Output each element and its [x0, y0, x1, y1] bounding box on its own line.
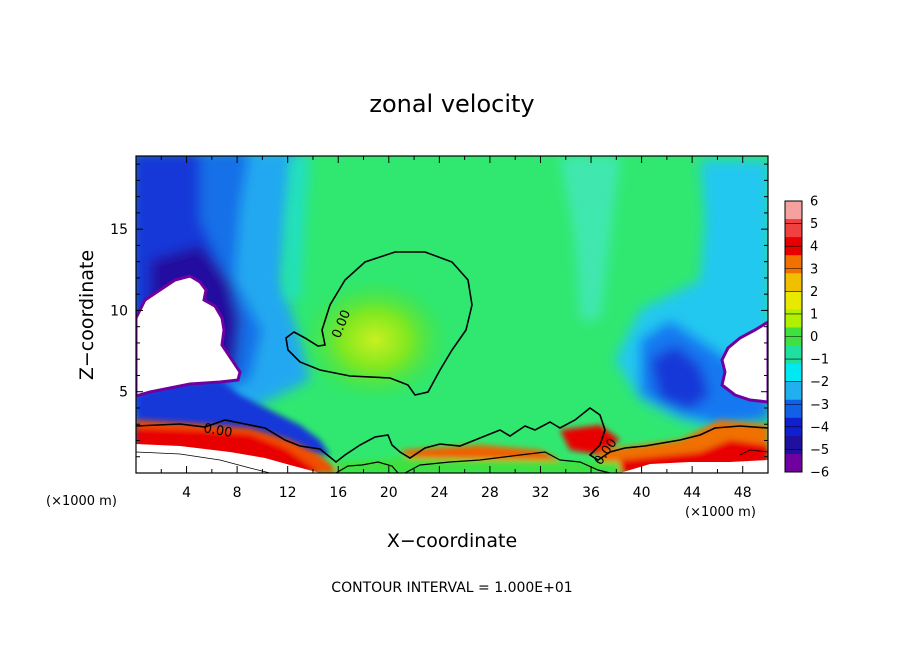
masked-region-right	[720, 320, 768, 404]
y-axis: 5 10 15	[110, 163, 768, 458]
chart-title: zonal velocity	[369, 90, 534, 118]
colorbar-segment	[785, 345, 802, 365]
contour-interval-note: CONTOUR INTERVAL = 1.000E+01	[331, 580, 572, 596]
colorbar-tick-label: 1	[810, 307, 818, 322]
cyan-plume	[285, 156, 620, 320]
zero-contour-lower-2	[335, 461, 399, 473]
x-axis: 4 8 12 16 20 24 28 32 36 40 44 48	[160, 156, 752, 501]
colorbar-tick-label: 6	[810, 195, 818, 210]
plot-frame	[135, 155, 769, 474]
colorbar-segment	[785, 255, 802, 274]
colorbar-segment	[785, 453, 802, 473]
colorbar-tick-label: −2	[810, 375, 829, 390]
colorbar-tick-label: −1	[810, 353, 829, 368]
x-tick-label: 40	[633, 485, 651, 501]
field-plot: 0.00 0.00 0.00	[136, 156, 768, 473]
terrain-contour-left	[136, 451, 271, 473]
colorbar-tick-label: 3	[810, 262, 818, 277]
colorbar-segment	[785, 381, 802, 401]
colorbar-segment	[785, 201, 802, 220]
colorbar-tick-label: −6	[810, 466, 829, 481]
zero-contour-lower	[136, 407, 768, 464]
velocity-maximum-core	[300, 278, 450, 402]
x-tick-label: 28	[481, 485, 499, 501]
colorbar-tick-label: −4	[810, 420, 829, 435]
colorbar-segment	[785, 291, 802, 310]
colorbar-tick-label: 4	[810, 240, 818, 255]
x-unit-label-right: (×1000 m)	[685, 505, 756, 520]
colorbar-segment	[785, 435, 802, 455]
x-tick-label: 20	[380, 485, 398, 501]
x-tick-label: 44	[683, 485, 701, 501]
colorbar-tick-label: 2	[810, 285, 818, 300]
x-axis-title: X−coordinate	[387, 530, 517, 552]
masked-region-left	[136, 274, 242, 398]
y-tick-label: 10	[110, 303, 128, 319]
colorbar-segment	[785, 399, 802, 419]
x-tick-label: 24	[430, 485, 448, 501]
x-tick-label: 12	[279, 485, 297, 501]
colorbar-segment	[785, 219, 802, 238]
colorbar-segment	[785, 309, 802, 328]
colorbar-tick-label: −5	[810, 443, 829, 458]
contour-label: 0.00	[202, 421, 233, 441]
colorbar-segment	[785, 273, 802, 292]
colorbar-tick-label: 5	[810, 217, 818, 232]
x-unit-label-left: (×1000 m)	[46, 494, 117, 509]
x-tick-label: 32	[532, 485, 550, 501]
y-axis-title: Z−coordinate	[76, 250, 98, 380]
colorbar-tick-label: 0	[810, 330, 818, 345]
x-tick-label: 8	[233, 485, 242, 501]
terrain-right	[620, 460, 768, 473]
terrain-left	[136, 444, 320, 473]
y-tick-label: 5	[119, 385, 128, 401]
colorbar-ticks: 6 5 4 3 2 1 0 −1 −2 −3 −4 −5 −6	[785, 195, 829, 481]
zero-contour-lower-3	[404, 451, 611, 473]
colorbar-segment	[785, 363, 802, 383]
x-tick-label: 16	[329, 485, 347, 501]
terrain-contour-right	[739, 449, 768, 456]
x-tick-label: 4	[182, 485, 191, 501]
zero-contour-upper	[285, 251, 473, 396]
y-tick-label: 15	[110, 222, 128, 238]
x-tick-label: 36	[582, 485, 600, 501]
x-tick-label: 48	[734, 485, 752, 501]
colorbar-tick-label: −3	[810, 398, 829, 413]
